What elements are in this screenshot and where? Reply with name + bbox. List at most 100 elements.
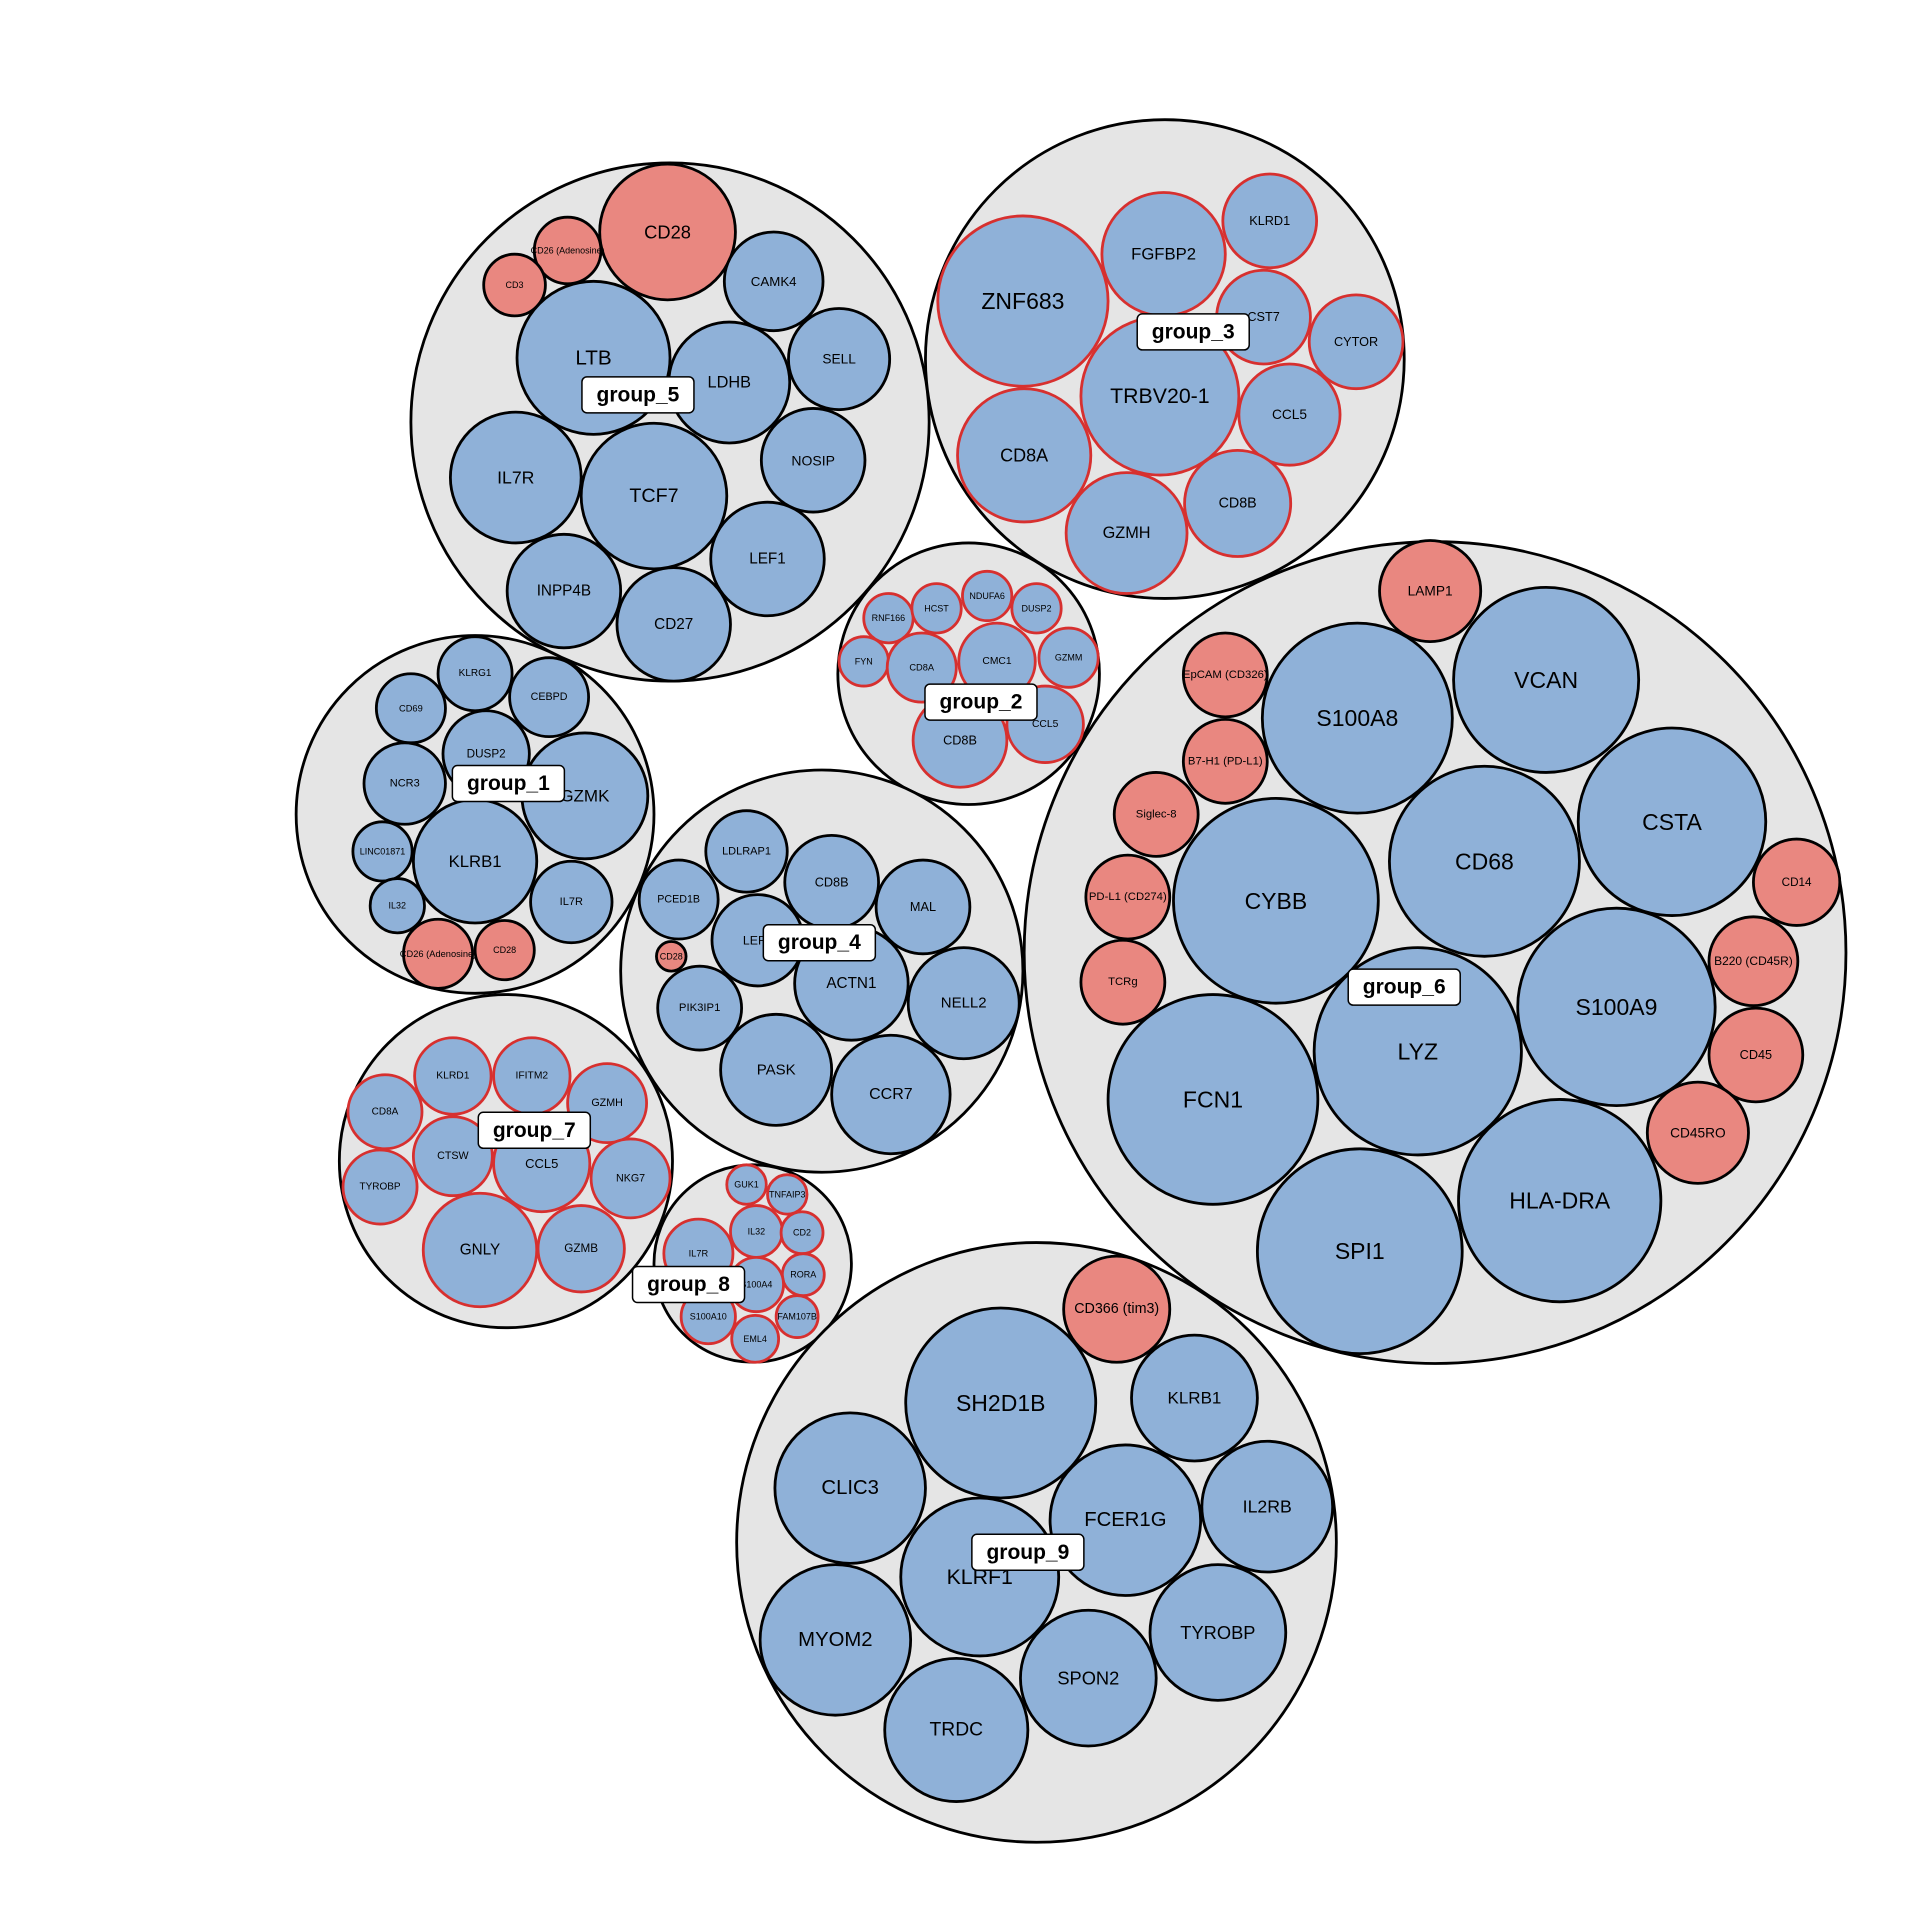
leaf-circle-gzmm — [1037, 626, 1100, 689]
leaf-label-lamp1: LAMP1 — [1408, 584, 1453, 599]
leaf-label-fcn1: FCN1 — [1183, 1086, 1243, 1112]
group-label-box — [924, 683, 1038, 721]
leaf-label-fam107b: FAM107B — [777, 1312, 817, 1322]
leaf-label-gzmh: GZMH — [1103, 524, 1151, 542]
leaf-label-cd366-tim3: CD366 (tim3) — [1074, 1301, 1159, 1317]
leaf-circle-il2rb — [1200, 1439, 1335, 1574]
leaf-circle-mal — [874, 858, 972, 956]
leaf-label-klrg1: KLRG1 — [459, 668, 492, 679]
leaf-label-nosip: NOSIP — [791, 452, 835, 468]
leaf-label-cd68: CD68 — [1455, 848, 1514, 874]
leaf-circle-clic3 — [773, 1411, 927, 1565]
leaf-circle-fcn1 — [1106, 993, 1320, 1206]
leaf-label-dusp2: DUSP2 — [467, 747, 506, 760]
leaf-circle-epcam-cd326 — [1181, 631, 1269, 719]
leaf-label-guk1: GUK1 — [734, 1180, 759, 1190]
leaf-circle-eml4 — [730, 1313, 781, 1364]
leaf-label-il7r: IL7R — [689, 1249, 709, 1259]
leaf-circle-b220-cd45r — [1707, 915, 1800, 1008]
leaf-circle-hla-dra — [1457, 1098, 1663, 1304]
leaf-label-ltb: LTB — [575, 346, 611, 369]
leaf-circle-cd28 — [598, 162, 737, 302]
leaf-label-klrb1: KLRB1 — [1168, 1389, 1222, 1408]
leaf-label-gzmk: GZMK — [560, 786, 610, 805]
group-group-2: RNF166 HCST NDUFA6 DUSP2 FYN CD8A CMC1 GZMM CCL5… — [836, 541, 1101, 806]
group-label: group_7 — [477, 1111, 592, 1150]
leaf-label-nkg7: NKG7 — [616, 1172, 645, 1184]
group-label: group_3 — [1136, 313, 1250, 351]
leaf-label-cebpd: CEBPD — [531, 691, 568, 703]
leaf-circle-tyrobp — [1148, 1563, 1288, 1702]
leaf-circle-cd45ro — [1645, 1080, 1750, 1185]
leaf-label-cd27: CD27 — [654, 616, 693, 633]
leaf-circle-il32 — [368, 877, 426, 935]
leaf-circle-lef1 — [709, 500, 826, 618]
leaf-circle-cd8a — [346, 1073, 424, 1151]
group-label: group_8 — [631, 1265, 746, 1304]
leaf-label-fgfbp2: FGFBP2 — [1131, 245, 1196, 264]
leaf-circle-cd28 — [655, 940, 688, 973]
leaf-label-actn1: ACTN1 — [826, 975, 876, 992]
leaf-circle-tnfaip3 — [766, 1173, 809, 1216]
leaf-circle-cd26-adenosine — [402, 917, 474, 990]
leaf-label-tcrg: TCRg — [1108, 976, 1138, 988]
leaf-circle-cebpd — [508, 656, 590, 739]
leaf-circle-cybb — [1172, 796, 1380, 1005]
leaf-label-gzmb: GZMB — [564, 1242, 598, 1255]
leaf-circle-cd45 — [1707, 1006, 1805, 1104]
leaf-label-cytor: CYTOR — [1334, 335, 1378, 349]
leaf-circle-fam107b — [774, 1294, 820, 1339]
leaf-circle-hcst — [910, 582, 963, 635]
group-group-8: GUK1 TNFAIP3 IL32 CD2 IL7R RORA S100A4 FAM107B S… — [631, 1163, 853, 1364]
leaf-label-hcst: HCST — [924, 603, 949, 613]
leaf-label-dusp2: DUSP2 — [1021, 603, 1051, 613]
leaf-circle-fcer1g — [1048, 1443, 1203, 1597]
leaf-label-il2rb: IL2RB — [1243, 1497, 1292, 1517]
leaf-label-vcan: VCAN — [1514, 667, 1578, 693]
leaf-label-cmc1: CMC1 — [982, 656, 1011, 667]
leaf-label-ccl5: CCL5 — [525, 1156, 558, 1171]
leaf-circle-dusp2 — [1010, 582, 1063, 635]
group-group-9: CD366 (tim3)SH2D1B KLRB1CLIC3FCER1GIL2RBK… — [735, 1241, 1338, 1844]
leaf-label-pik3ip1: PIK3IP1 — [679, 1002, 720, 1014]
leaf-label-sh2d1b: SH2D1B — [956, 1390, 1045, 1416]
leaf-label-klrb1: KLRB1 — [449, 852, 502, 871]
leaf-circle-nkg7 — [589, 1137, 672, 1220]
group-label-box — [1136, 313, 1250, 351]
leaf-label-sell: SELL — [822, 352, 856, 367]
leaf-label-cd28: CD28 — [493, 945, 516, 955]
leaf-circle-myom2 — [758, 1563, 913, 1717]
leaf-label-gzmh: GZMH — [591, 1097, 622, 1109]
leaf-circle-s100a9 — [1516, 906, 1717, 1108]
leaf-circle-cd27 — [615, 566, 732, 683]
leaf-label-il7r: IL7R — [497, 468, 534, 488]
leaf-label-cd26-adenosine: CD26 (Adenosine) — [400, 949, 476, 959]
leaf-circle-nosip — [759, 407, 867, 514]
leaf-label-ldlrap1: LDLRAP1 — [722, 845, 771, 857]
leaf-circle-trdc — [883, 1657, 1030, 1803]
leaf-label-tnfaip3: TNFAIP3 — [769, 1189, 806, 1199]
leaf-label-ndufa6: NDUFA6 — [969, 591, 1005, 601]
leaf-circle-klrg1 — [436, 635, 514, 713]
leaf-circle-ncr3 — [362, 741, 447, 826]
leaf-circle-cd68 — [1388, 764, 1581, 958]
leaf-circle-cd8b — [1183, 448, 1293, 558]
leaf-circle-pd-l1-cd274 — [1084, 853, 1172, 941]
leaf-label-cd8a: CD8A — [909, 663, 935, 673]
leaf-label-ccl5: CCL5 — [1032, 719, 1059, 730]
leaf-label-rora: RORA — [790, 1270, 816, 1280]
leaf-circle-sh2d1b — [904, 1306, 1098, 1500]
leaf-label-s100a8: S100A8 — [1316, 705, 1398, 731]
leaf-label-cd2: CD2 — [793, 1228, 811, 1238]
leaf-circle-b7-h1-pd-l1 — [1181, 717, 1269, 805]
leaf-label-mal: MAL — [910, 900, 936, 914]
leaf-circle-ccr7 — [830, 1033, 952, 1156]
leaf-label-eml4: EML4 — [743, 1334, 767, 1344]
leaf-circle-pced1b — [637, 858, 720, 941]
leaf-label-spon2: SPON2 — [1057, 1668, 1119, 1689]
leaf-label-znf683: ZNF683 — [981, 288, 1064, 314]
leaf-circle-pask — [719, 1012, 834, 1127]
leaf-label-pask: PASK — [757, 1061, 796, 1078]
leaf-label-il7r: IL7R — [560, 896, 583, 908]
